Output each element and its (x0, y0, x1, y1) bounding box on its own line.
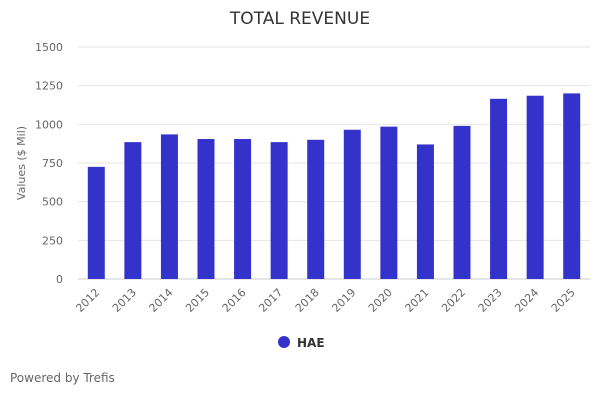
x-tick-label: 2019 (329, 286, 358, 315)
bar[interactable] (307, 139, 325, 279)
bar-series (87, 93, 581, 280)
legend-label: HAE (297, 336, 325, 350)
bar[interactable] (160, 134, 178, 279)
bar[interactable] (197, 139, 215, 279)
y-tick-label: 1500 (35, 41, 63, 54)
bar[interactable] (343, 129, 361, 279)
powered-by-credit[interactable]: Powered by Trefis (10, 371, 115, 385)
bar[interactable] (416, 144, 434, 279)
x-tick-label: 2016 (220, 286, 249, 315)
bar[interactable] (563, 93, 581, 280)
x-tick-label: 2022 (439, 286, 468, 315)
x-tick-label: 2015 (183, 286, 212, 315)
bar[interactable] (453, 125, 471, 279)
x-tick-label: 2025 (549, 286, 578, 315)
x-tick-label: 2013 (110, 286, 139, 315)
x-tick-label: 2020 (366, 286, 395, 315)
bar[interactable] (87, 166, 105, 279)
bar[interactable] (234, 139, 252, 279)
bar[interactable] (380, 126, 398, 279)
chart-title: TOTAL REVENUE (229, 9, 370, 29)
y-tick-label: 500 (42, 196, 63, 209)
legend-marker (278, 336, 290, 348)
x-axis-ticks: 2012 2013 2014 2015 2016 2017 2018 2019 2020 2021… (73, 286, 577, 315)
gridlines (78, 46, 590, 241)
x-tick-label: 2023 (476, 286, 505, 315)
x-tick-label: 2014 (147, 286, 176, 315)
bar[interactable] (124, 142, 142, 279)
x-tick-label: 2018 (293, 286, 322, 315)
legend[interactable]: HAE (278, 336, 325, 350)
y-axis-ticks: 0 250 500 750 1000 1250 1500 (35, 41, 63, 286)
bar[interactable] (526, 95, 544, 279)
x-tick-label: 2021 (403, 286, 432, 315)
y-tick-label: 1000 (35, 118, 63, 131)
bar[interactable] (270, 142, 288, 279)
y-tick-label: 0 (56, 273, 63, 286)
y-tick-label: 750 (42, 157, 63, 170)
x-tick-label: 2017 (256, 286, 285, 315)
x-tick-label: 2012 (73, 286, 102, 315)
y-tick-label: 1250 (35, 80, 63, 93)
y-axis-label: Values ($ Mil) (15, 126, 28, 200)
bar[interactable] (490, 98, 508, 280)
x-tick-label: 2024 (512, 286, 541, 315)
y-tick-label: 250 (42, 234, 63, 247)
